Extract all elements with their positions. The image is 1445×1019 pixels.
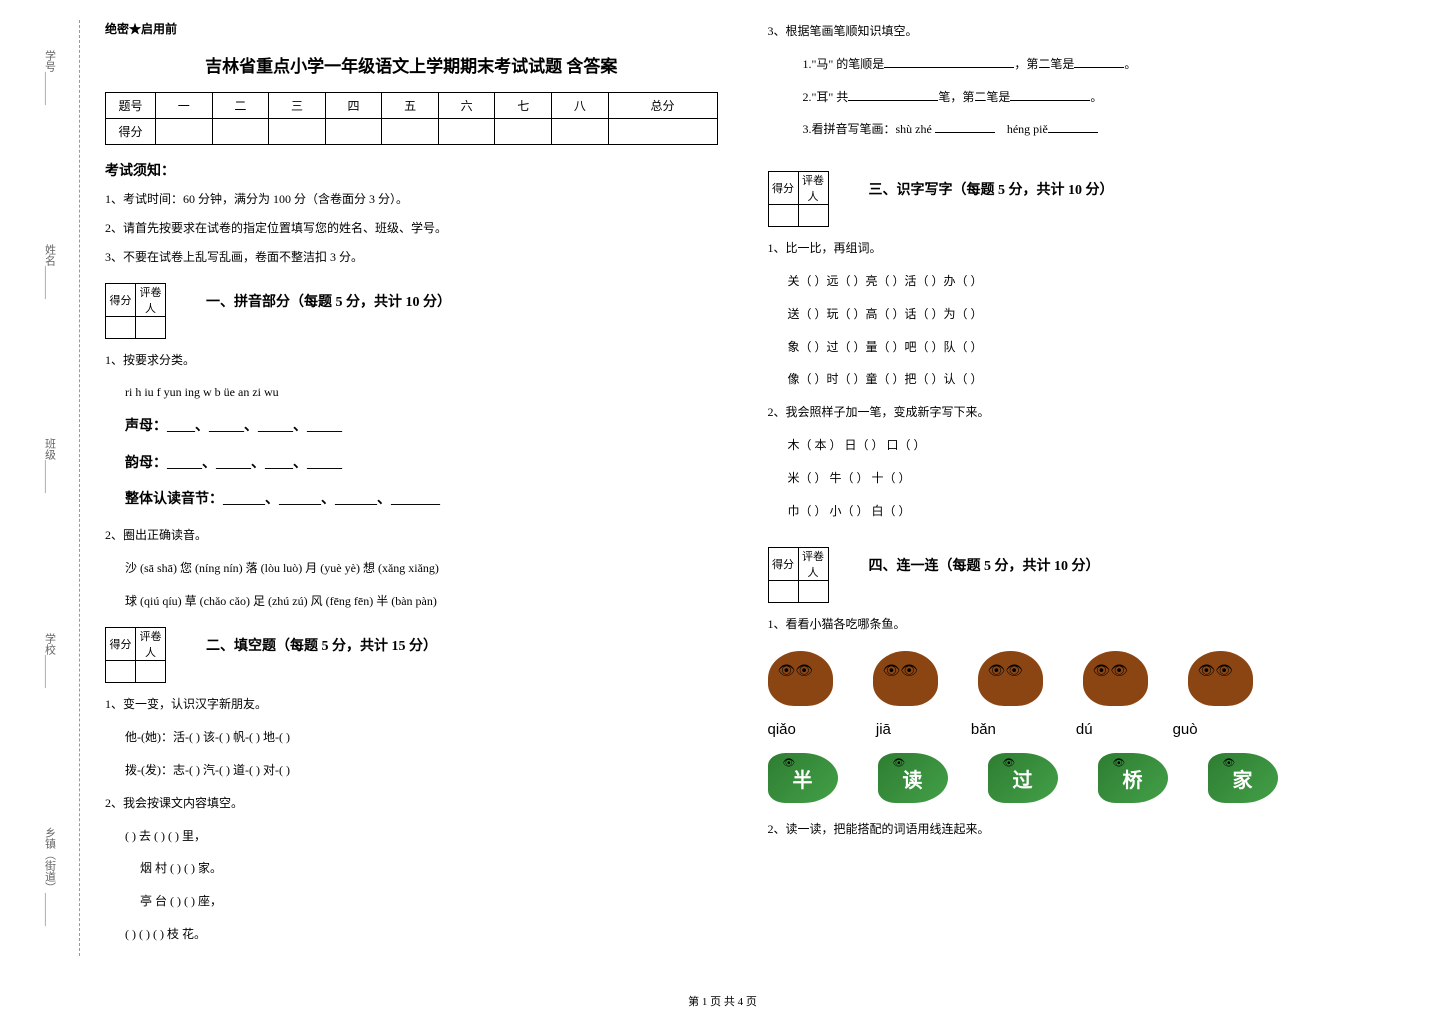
q2-2-l3: 亭 台 ( ) ( ) 座， bbox=[105, 890, 718, 913]
q1-1-line2: 韵母：_____、_____、____、_____ bbox=[105, 451, 718, 478]
q2-2: 2、我会按课文内容填空。 bbox=[105, 792, 718, 815]
margin-label-1: 乡镇（街道）______ bbox=[42, 827, 58, 926]
q1-1-line3: 整体认读音节：______、______、______、_______ bbox=[105, 487, 718, 514]
pinyin: qiǎo bbox=[768, 721, 796, 738]
cat-row bbox=[768, 651, 1381, 706]
score-box: 得分评卷人 bbox=[768, 171, 829, 227]
cat-icon bbox=[1083, 651, 1148, 706]
q4-1: 1、看看小猫各吃哪条鱼。 bbox=[768, 613, 1381, 636]
score-box: 得分评卷人 bbox=[105, 627, 166, 683]
section-1-title: 一、拼音部分（每题 5 分，共计 10 分） bbox=[206, 291, 451, 311]
pinyin: bǎn bbox=[971, 721, 996, 738]
secret-label: 绝密★启用前 bbox=[105, 20, 718, 37]
q3-2-r3: 巾（ ） 小（ ） 白（ ） bbox=[768, 500, 1381, 523]
fish-icon: 过 bbox=[988, 753, 1058, 803]
q2-2-l1: ( ) 去 ( ) ( ) 里， bbox=[105, 825, 718, 848]
score-box: 得分评卷人 bbox=[105, 283, 166, 339]
fish-icon: 家 bbox=[1208, 753, 1278, 803]
pinyin: guò bbox=[1173, 721, 1198, 738]
section-4-header: 得分评卷人 四、连一连（每题 5 分，共计 10 分） bbox=[768, 547, 1381, 603]
margin-label-3: 班级______ bbox=[42, 438, 58, 493]
fish-icon: 半 bbox=[768, 753, 838, 803]
q3-2-r2: 米（ ） 牛（ ） 十（ ） bbox=[768, 467, 1381, 490]
section-2-header: 得分评卷人 二、填空题（每题 5 分，共计 15 分） bbox=[105, 627, 718, 683]
q2-2-l2: 烟 村 ( ) ( ) 家。 bbox=[105, 857, 718, 880]
score-table: 题号 一 二 三 四 五 六 七 八 总分 得分 bbox=[105, 92, 718, 145]
q2-3: 3、根据笔画笔顺知识填空。 bbox=[768, 20, 1381, 43]
fish-icon: 读 bbox=[878, 753, 948, 803]
blank bbox=[935, 119, 995, 133]
q2-3-l1: 1."马" 的笔顺是，第二笔是。 bbox=[768, 53, 1381, 76]
q2-3-l2: 2."耳" 共笔，第二笔是。 bbox=[768, 86, 1381, 109]
q4-2: 2、读一读，把能搭配的词语用线连起来。 bbox=[768, 818, 1381, 841]
table-row: 题号 一 二 三 四 五 六 七 八 总分 bbox=[106, 93, 718, 119]
q1-2: 2、圈出正确读音。 bbox=[105, 524, 718, 547]
blank bbox=[884, 54, 1014, 68]
margin-label-5: 学号______ bbox=[42, 50, 58, 105]
section-4-title: 四、连一连（每题 5 分，共计 10 分） bbox=[869, 555, 1100, 575]
q1-2-row2: 球 (qiú qíu) 草 (chǎo cǎo) 足 (zhú zú) 风 (f… bbox=[105, 590, 718, 613]
notice-item: 2、请首先按要求在试卷的指定位置填写您的姓名、班级、学号。 bbox=[105, 219, 718, 238]
q2-3-l3: 3.看拼音写笔画：shù zhé héng piě bbox=[768, 118, 1381, 141]
q3-1-r3: 象（ ）过（ ）量（ ）吧（ ）队（ ） bbox=[768, 336, 1381, 359]
fish-icon: 桥 bbox=[1098, 753, 1168, 803]
q3-1-r2: 送（ ）玩（ ）高（ ）话（ ）为（ ） bbox=[768, 303, 1381, 326]
q2-2-l4: ( ) ( ) ( ) 枝 花。 bbox=[105, 923, 718, 946]
blank bbox=[1074, 54, 1124, 68]
q3-1: 1、比一比，再组词。 bbox=[768, 237, 1381, 260]
table-row: 得分 bbox=[106, 119, 718, 145]
score-box: 得分评卷人 bbox=[768, 547, 829, 603]
notice-title: 考试须知： bbox=[105, 160, 718, 180]
margin-label-4: 姓名______ bbox=[42, 244, 58, 299]
page-footer: 第 1 页 共 4 页 bbox=[0, 993, 1445, 1009]
pinyin: jiā bbox=[876, 721, 891, 738]
fish-row: 半 读 过 桥 家 bbox=[768, 753, 1381, 803]
q3-2-r1: 木（ 本 ） 日（ ） 口（ ） bbox=[768, 434, 1381, 457]
q3-1-r4: 像（ ）时（ ）童（ ）把（ ）认（ ） bbox=[768, 368, 1381, 391]
pinyin: dú bbox=[1076, 721, 1093, 738]
q2-1: 1、变一变，认识汉字新朋友。 bbox=[105, 693, 718, 716]
exam-title: 吉林省重点小学一年级语文上学期期末考试试题 含答案 bbox=[105, 52, 718, 77]
notice-item: 3、不要在试卷上乱写乱画，卷面不整洁扣 3 分。 bbox=[105, 248, 718, 267]
cat-icon bbox=[873, 651, 938, 706]
q1-2-row1: 沙 (sā shā) 您 (níng nín) 落 (lòu luò) 月 (y… bbox=[105, 557, 718, 580]
section-3-header: 得分评卷人 三、识字写字（每题 5 分，共计 10 分） bbox=[768, 171, 1381, 227]
section-2-title: 二、填空题（每题 5 分，共计 15 分） bbox=[206, 635, 437, 655]
cat-icon bbox=[768, 651, 833, 706]
pinyin-row: qiǎo jiā bǎn dú guò bbox=[768, 721, 1381, 738]
right-column: 3、根据笔画笔顺知识填空。 1."马" 的笔顺是，第二笔是。 2."耳" 共笔，… bbox=[743, 20, 1406, 956]
q1-1-letters: ri h iu f yun ing w b üe an zi wu bbox=[105, 381, 718, 404]
q3-2: 2、我会照样子加一笔，变成新字写下来。 bbox=[768, 401, 1381, 424]
margin-label-2: 学校______ bbox=[42, 633, 58, 688]
q1-1-line1: 声母：____、_____、_____、_____ bbox=[105, 414, 718, 441]
q2-1-l1: 他-(她)：活-( ) 该-( ) 帆-( ) 地-( ) bbox=[105, 726, 718, 749]
answer-sheet-margin: 学号______ 姓名______ 班级______ 学校______ 乡镇（街… bbox=[20, 20, 80, 956]
blank bbox=[848, 87, 938, 101]
q1-1: 1、按要求分类。 bbox=[105, 349, 718, 372]
left-column: 绝密★启用前 吉林省重点小学一年级语文上学期期末考试试题 含答案 题号 一 二 … bbox=[80, 20, 743, 956]
section-3-title: 三、识字写字（每题 5 分，共计 10 分） bbox=[869, 179, 1114, 199]
cat-icon bbox=[978, 651, 1043, 706]
blank bbox=[1010, 87, 1090, 101]
q3-1-r1: 关（ ）远（ ）亮（ ）活（ ）办（ ） bbox=[768, 270, 1381, 293]
notice-item: 1、考试时间：60 分钟，满分为 100 分（含卷面分 3 分）。 bbox=[105, 190, 718, 209]
section-1-header: 得分评卷人 一、拼音部分（每题 5 分，共计 10 分） bbox=[105, 283, 718, 339]
cat-icon bbox=[1188, 651, 1253, 706]
q2-1-l2: 拨-(发)：志-( ) 汽-( ) 道-( ) 对-( ) bbox=[105, 759, 718, 782]
blank bbox=[1048, 119, 1098, 133]
